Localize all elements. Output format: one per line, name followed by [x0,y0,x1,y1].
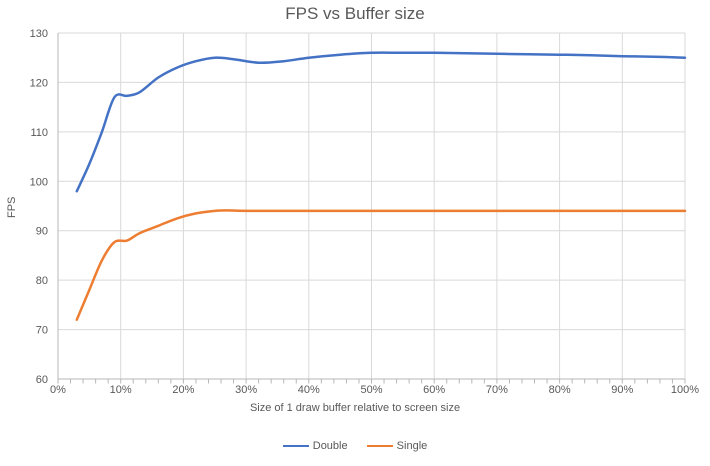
svg-text:50%: 50% [360,384,382,396]
svg-text:70: 70 [36,325,48,337]
svg-text:0%: 0% [50,384,66,396]
svg-text:40%: 40% [298,384,320,396]
svg-text:120: 120 [30,77,48,89]
svg-text:60%: 60% [423,384,445,396]
svg-text:100: 100 [30,176,48,188]
svg-text:100%: 100% [671,384,699,396]
svg-text:110: 110 [30,127,48,139]
svg-text:130: 130 [30,28,48,40]
svg-text:80%: 80% [549,384,571,396]
svg-text:10%: 10% [110,384,132,396]
svg-text:60: 60 [36,374,48,386]
svg-text:90%: 90% [611,384,633,396]
svg-text:70%: 70% [486,384,508,396]
svg-text:20%: 20% [172,384,194,396]
svg-text:80: 80 [36,275,48,287]
svg-text:90: 90 [36,226,48,238]
svg-text:30%: 30% [235,384,257,396]
